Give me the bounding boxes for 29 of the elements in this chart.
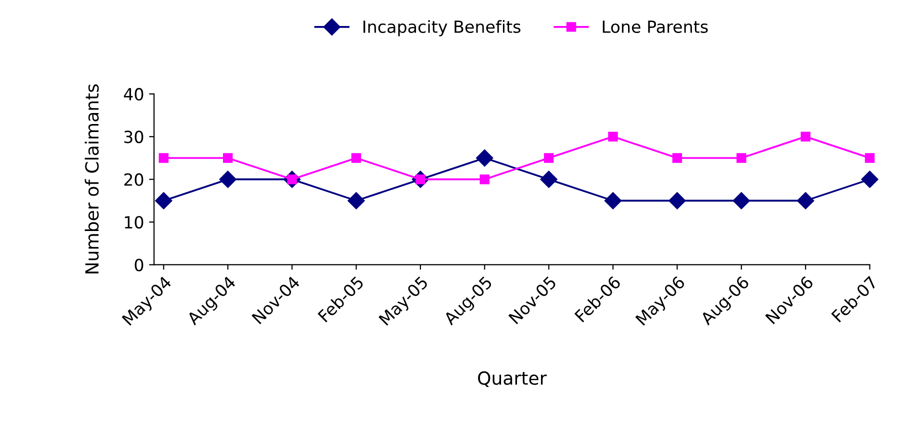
point	[540, 170, 558, 188]
point	[476, 149, 494, 167]
point	[155, 192, 172, 210]
point	[736, 153, 746, 163]
point	[608, 132, 618, 142]
legend-label: Incapacity Benefits	[364, 20, 520, 36]
point	[864, 153, 875, 163]
point	[861, 170, 878, 188]
legend-label: Lone Parents	[602, 20, 708, 34]
point	[222, 153, 233, 163]
point	[797, 192, 814, 210]
point	[544, 153, 554, 163]
point	[800, 132, 810, 142]
point	[480, 174, 490, 184]
y-tick-label: 30	[124, 130, 144, 144]
y-tick-label: 10	[124, 216, 144, 229]
point	[732, 192, 750, 210]
point	[668, 192, 686, 210]
y-axis-title: Number of Claimants	[84, 84, 99, 274]
point	[351, 153, 362, 163]
point	[672, 153, 682, 163]
y-tick-label: 40	[124, 88, 144, 101]
point	[604, 192, 622, 210]
point	[219, 170, 236, 188]
y-tick-label: 20	[124, 173, 144, 186]
x-axis-title: Quarter	[478, 371, 547, 387]
point	[348, 192, 365, 210]
point	[158, 153, 169, 163]
y-tick-label: 0	[134, 258, 144, 272]
